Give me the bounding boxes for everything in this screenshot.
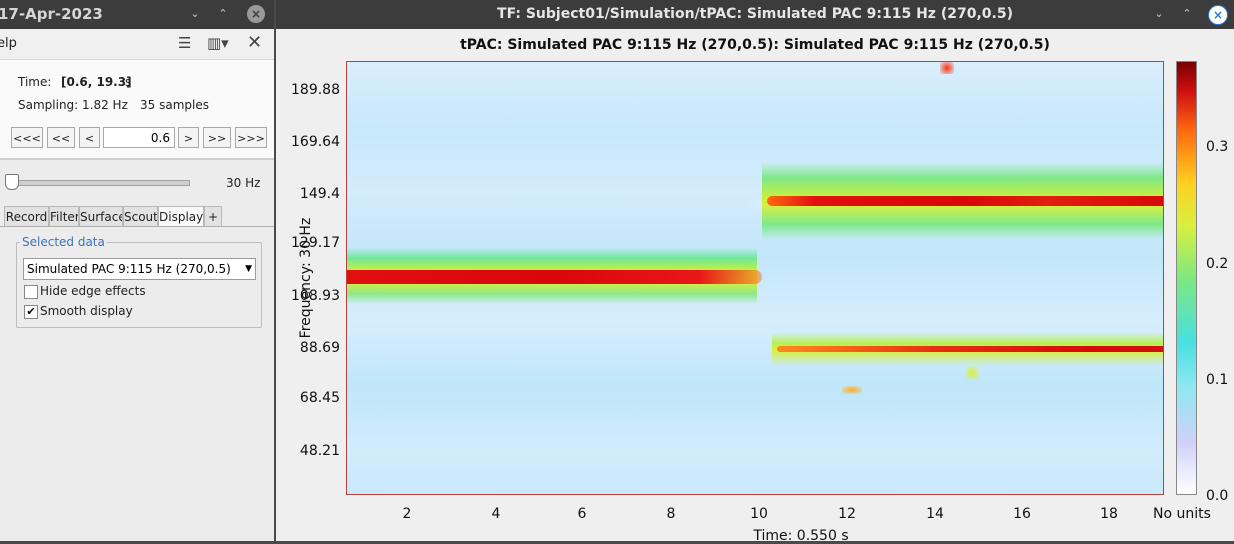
selected-data-dropdown[interactable]: Simulated PAC 9:115 Hz (270,0.5) ▼ <box>23 258 256 280</box>
tab-scout[interactable]: Scout <box>123 206 158 226</box>
minimize-icon[interactable]: ⌄ <box>1154 7 1164 20</box>
tab-add[interactable]: + <box>204 206 222 226</box>
step-back-large-button[interactable]: << <box>47 127 75 148</box>
colorbar-units: No units <box>1153 506 1211 522</box>
x-tick-label: 2 <box>402 506 412 522</box>
y-tick-label: 149.4 <box>299 186 340 202</box>
frequency-slider-thumb[interactable] <box>5 174 19 190</box>
figure-titlebar: TF: Subject01/Simulation/tPAC: Simulated… <box>276 0 1234 29</box>
hide-edge-effects-checkbox[interactable] <box>24 285 38 299</box>
jump-end-button[interactable]: >>> <box>235 127 267 148</box>
colorbar-tick-label: 0.2 <box>1206 256 1229 272</box>
y-tick-label: 88.69 <box>299 340 340 356</box>
pac-band-left-peak <box>347 270 762 284</box>
minimize-icon[interactable]: ⌄ <box>190 7 200 20</box>
hotspot <box>965 366 979 380</box>
y-tick-label: 48.21 <box>299 443 340 459</box>
tab-record[interactable]: Record <box>4 206 49 226</box>
y-axis-label: Frequency: 30 Hz <box>298 217 314 339</box>
x-tick-label: 18 <box>1100 506 1118 522</box>
tab-display[interactable]: Display <box>158 206 204 226</box>
tab-bar: Record Filter Surface Scout Display + <box>0 204 274 227</box>
selected-data-group <box>16 242 262 328</box>
x-tick-label: 4 <box>491 506 501 522</box>
y-tick-label: 169.64 <box>291 134 340 150</box>
x-tick-label: 16 <box>1013 506 1031 522</box>
list-settings-icon[interactable]: ☰ <box>178 34 192 52</box>
step-back-button[interactable]: < <box>79 127 100 148</box>
y-tick-label: 189.88 <box>291 82 340 98</box>
left-control-panel: 17-Apr-2023 ⌄ ⌃ × elp ☰ ▥▾ ✕ Time: [0.6,… <box>0 0 274 541</box>
tab-surface[interactable]: Surface <box>79 206 123 226</box>
hotspot <box>842 386 862 394</box>
colorbar-tick-label: 0.1 <box>1206 372 1229 388</box>
hotspot <box>940 62 954 74</box>
pac-band-right-upper-peak <box>767 196 1163 206</box>
maximize-icon[interactable]: ⌃ <box>218 7 228 20</box>
time-range-value: [0.6, 19.3] <box>61 75 132 89</box>
hide-edge-effects-label: Hide edge effects <box>40 284 146 298</box>
x-axis-label: Time: 0.550 s <box>753 528 849 544</box>
colorbar-tick-label: 0.0 <box>1206 488 1229 504</box>
step-forward-button[interactable]: > <box>178 127 199 148</box>
x-tick-label: 10 <box>750 506 768 522</box>
current-time-input[interactable] <box>103 127 175 148</box>
jump-start-button[interactable]: <<< <box>11 127 43 148</box>
time-label: Time: <box>18 75 52 89</box>
step-forward-large-button[interactable]: >> <box>203 127 231 148</box>
help-menu[interactable]: elp <box>0 36 17 51</box>
y-tick-label: 68.45 <box>299 390 340 406</box>
pac-band-right-lower-peak <box>777 346 1163 352</box>
time-frequency-heatmap[interactable] <box>346 61 1164 495</box>
samples-label: 35 samples <box>140 98 209 112</box>
menu-bar: elp ☰ ▥▾ ✕ <box>0 29 274 60</box>
y-tick-label: 129.17 <box>291 235 340 251</box>
layout-dropdown-icon[interactable]: ▥▾ <box>207 34 229 52</box>
close-panel-icon[interactable]: ✕ <box>247 32 263 53</box>
tab-filter[interactable]: Filter <box>49 206 79 226</box>
x-tick-label: 8 <box>666 506 676 522</box>
y-tick-label: 108.93 <box>291 288 340 304</box>
left-window-titlebar: 17-Apr-2023 ⌄ ⌃ × <box>0 0 274 29</box>
figure-window: TF: Subject01/Simulation/tPAC: Simulated… <box>276 0 1234 544</box>
plot-title: tPAC: Simulated PAC 9:115 Hz (270,0.5): … <box>460 37 1050 53</box>
colorbar-tick-label: 0.3 <box>1206 139 1229 155</box>
smooth-display-label: Smooth display <box>40 304 133 318</box>
smooth-display-checkbox[interactable]: ✔ <box>24 305 38 319</box>
x-tick-label: 6 <box>577 506 587 522</box>
frequency-value: 30 Hz <box>226 176 261 190</box>
x-tick-label: 14 <box>926 506 944 522</box>
close-window-icon[interactable]: × <box>1208 5 1228 25</box>
left-window-title: 17-Apr-2023 <box>0 5 103 23</box>
chevron-down-icon: ▼ <box>245 264 252 274</box>
divider <box>0 159 274 160</box>
x-tick-label: 12 <box>838 506 856 522</box>
time-unit: s <box>125 75 132 89</box>
maximize-icon[interactable]: ⌃ <box>1182 7 1192 20</box>
sampling-label: Sampling: 1.82 Hz <box>18 98 128 112</box>
colorbar <box>1176 61 1197 495</box>
close-window-icon[interactable]: × <box>247 5 265 23</box>
frequency-slider-track[interactable] <box>8 180 190 186</box>
selected-data-value: Simulated PAC 9:115 Hz (270,0.5) <box>27 262 231 276</box>
figure-window-title: TF: Subject01/Simulation/tPAC: Simulated… <box>497 6 1013 22</box>
selected-data-legend: Selected data <box>20 235 107 249</box>
